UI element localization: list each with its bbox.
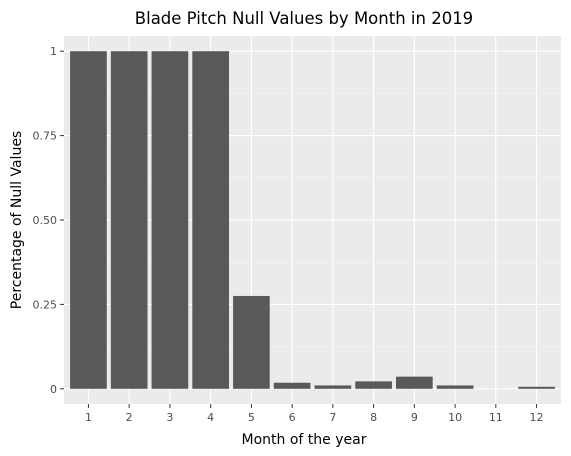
x-tick-label: 8 — [370, 411, 377, 424]
bars-layer — [70, 51, 555, 389]
x-tick-label: 1 — [85, 411, 92, 424]
bar-month-5 — [233, 295, 270, 389]
x-tick-label: 4 — [207, 411, 214, 424]
x-axis: 1 2 3 4 5 6 7 8 9 10 11 12 — [85, 404, 544, 424]
bar-month-9 — [396, 376, 433, 389]
bar-month-10 — [436, 385, 474, 389]
bar-month-6 — [273, 382, 311, 389]
x-tick-label: 3 — [166, 411, 173, 424]
chart-title: Blade Pitch Null Values by Month in 2019 — [135, 9, 473, 28]
x-tick-label: 9 — [411, 411, 418, 424]
bar-month-8 — [355, 381, 392, 389]
y-axis: 0 0.25 0.50 0.75 1 — [33, 45, 64, 396]
bar-month-1 — [70, 51, 107, 389]
x-axis-title: Month of the year — [242, 432, 367, 448]
x-tick-label: 7 — [329, 411, 336, 424]
bar-month-2 — [110, 51, 148, 389]
y-tick-label: 0.75 — [33, 130, 58, 143]
bar-month-12 — [518, 386, 555, 389]
y-tick-label: 0 — [50, 383, 57, 396]
y-axis-title: Percentage of Null Values — [9, 131, 25, 309]
y-tick-label: 1 — [50, 45, 57, 58]
x-tick-label: 2 — [126, 411, 133, 424]
x-tick-label: 5 — [248, 411, 255, 424]
x-tick-label: 12 — [530, 411, 544, 424]
bar-month-3 — [151, 51, 189, 389]
x-tick-label: 6 — [289, 411, 296, 424]
y-tick-label: 0.50 — [33, 214, 58, 227]
y-tick-label: 0.25 — [33, 298, 58, 311]
x-tick-label: 11 — [489, 411, 503, 424]
bar-month-4 — [192, 51, 229, 389]
x-tick-label: 10 — [448, 411, 462, 424]
bar-month-7 — [314, 385, 352, 389]
